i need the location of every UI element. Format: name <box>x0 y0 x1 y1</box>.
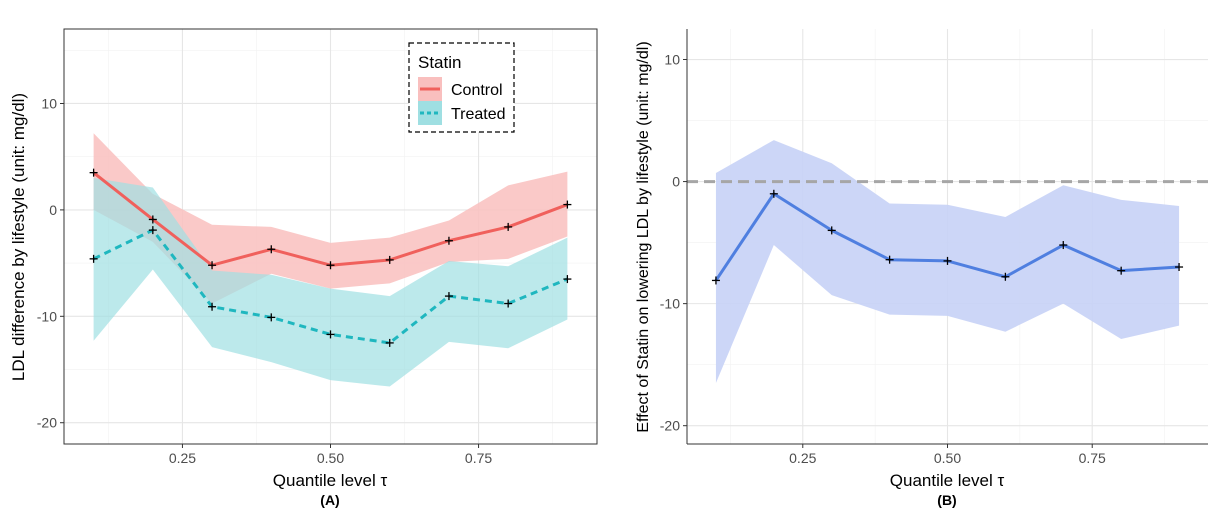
legend-treated-label: Treated <box>451 106 506 123</box>
legend: Statin Control Treated <box>408 42 515 133</box>
x-tick-label: 0.75 <box>465 450 492 466</box>
y-tick-label: -20 <box>660 418 680 434</box>
panel-b-ticks: 0.25 0.50 0.75 -20 -10 0 10 <box>660 29 1106 466</box>
data-point-marker <box>326 261 335 270</box>
data-point-marker <box>1001 272 1010 281</box>
panel-b-x-axis-label: Quantile level τ <box>890 471 1005 490</box>
data-point-marker <box>563 200 572 209</box>
x-tick-label: 0.75 <box>1079 450 1106 466</box>
x-tick-label: 0.25 <box>169 450 196 466</box>
y-tick-label: 0 <box>672 174 680 190</box>
data-point-marker <box>1175 263 1184 272</box>
panel-b-y-axis-label: Effect of Statin on lowering LDL by life… <box>635 41 652 432</box>
panel-b-points <box>711 189 1184 285</box>
confidence-band-treated <box>93 177 568 387</box>
x-tick-label: 0.50 <box>317 450 344 466</box>
y-tick-label: -20 <box>37 415 57 431</box>
legend-title: Statin <box>418 53 461 72</box>
data-point-marker <box>385 338 394 347</box>
data-point-marker <box>208 302 217 311</box>
y-tick-label: 10 <box>41 95 57 111</box>
data-point-marker <box>208 261 217 270</box>
panel-a-points <box>89 168 572 347</box>
data-point-marker <box>89 168 98 177</box>
data-point-marker <box>326 330 335 339</box>
panel-a-x-axis-label: Quantile level τ <box>273 471 388 490</box>
panel-a-bands <box>93 133 568 387</box>
data-point-marker <box>711 276 720 285</box>
x-tick-label: 0.50 <box>934 450 961 466</box>
data-point-marker <box>827 226 836 235</box>
data-point-marker <box>444 292 453 301</box>
data-point-marker <box>885 255 894 264</box>
panel-a: 0.25 0.50 0.75 -20 -10 0 10 Quantile level τ (… <box>9 28 598 508</box>
data-point-marker <box>504 222 513 231</box>
panel-a-y-axis-label: LDL difference by lifestyle (unit: mg/dl… <box>9 93 28 381</box>
data-point-marker <box>267 313 276 322</box>
data-point-marker <box>444 236 453 245</box>
y-tick-label: -10 <box>37 308 57 324</box>
data-point-marker <box>148 226 157 235</box>
data-point-marker <box>1059 241 1068 250</box>
legend-item-treated: Treated <box>418 101 506 125</box>
data-point-marker <box>267 245 276 254</box>
legend-control-label: Control <box>451 82 503 99</box>
panel-a-caption: (A) <box>320 492 339 508</box>
data-point-marker <box>385 255 394 264</box>
x-tick-label: 0.25 <box>789 450 816 466</box>
panel-a-ticks: 0.25 0.50 0.75 -20 -10 0 10 <box>37 95 493 466</box>
panel-b-caption: (B) <box>937 492 956 508</box>
legend-item-control: Control <box>418 77 503 101</box>
data-point-marker <box>89 254 98 263</box>
panel-b: 0.25 0.50 0.75 -20 -10 0 10 Quantile level τ (… <box>635 29 1208 508</box>
data-point-marker <box>769 189 778 198</box>
data-point-marker <box>1117 266 1126 275</box>
data-point-marker <box>943 256 952 265</box>
y-tick-label: -10 <box>660 296 680 312</box>
data-point-marker <box>148 215 157 224</box>
y-tick-label: 0 <box>49 202 57 218</box>
series-line-treated <box>92 228 568 345</box>
data-point-marker <box>563 275 572 284</box>
y-tick-label: 10 <box>664 52 680 68</box>
data-point-marker <box>504 299 513 308</box>
